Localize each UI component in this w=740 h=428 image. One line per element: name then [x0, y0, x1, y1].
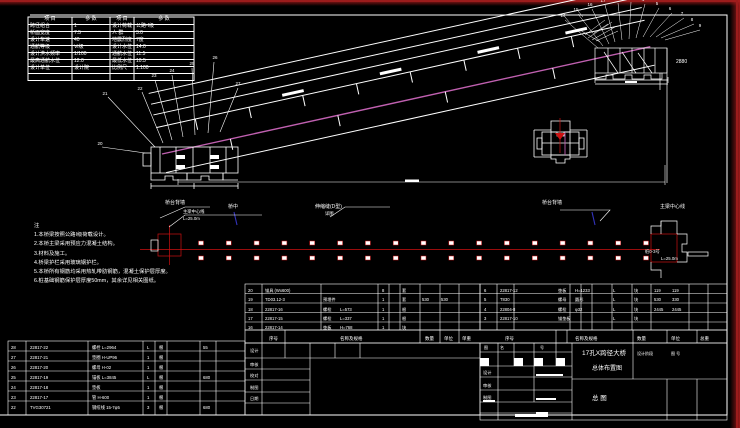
svg-text:L=25.0m: L=25.0m: [183, 216, 200, 221]
svg-text:详图: 详图: [325, 210, 334, 217]
svg-text:主梁中心线: 主梁中心线: [183, 208, 205, 215]
svg-text:桥台背墙: 桥台背墙: [165, 199, 185, 206]
svg-text:主梁中心线: 主梁中心线: [660, 203, 685, 210]
svg-text:L=25.0m: L=25.0m: [661, 256, 678, 261]
svg-text:桩0-3号: 桩0-3号: [645, 248, 660, 255]
svg-text:伸缩缝(D型): 伸缩缝(D型): [315, 203, 342, 210]
svg-text:桥中: 桥中: [228, 203, 238, 210]
svg-text:桥台背墙: 桥台背墙: [542, 199, 562, 206]
